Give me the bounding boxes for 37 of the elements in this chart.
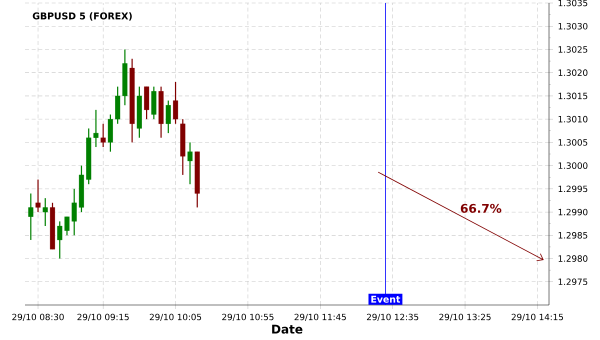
candlestick [173,81,178,124]
candlestick [64,216,70,236]
y-tick-label: 1.3010 [558,116,588,122]
y-tick-label: 1.3030 [558,22,588,30]
y-tick-label: 1.2990 [558,208,588,216]
y-tick-label: 1.3020 [558,69,588,76]
x-tick-label: 29/10 12:35 [366,314,418,321]
y-tick-label: 1.3035 [558,0,588,6]
x-tick-label: 29/10 10:05 [150,314,202,321]
candlestick [187,142,193,185]
y-tick-label: 1.3000 [558,162,588,169]
candlestick [42,198,48,227]
y-tick-label: 1.2995 [558,186,588,192]
annotation: 66.7% [460,204,502,213]
y-tick-label: 1.3015 [558,92,588,100]
x-tick-label: 29/10 14:15 [512,314,563,321]
x-tick-label: 29/10 10:55 [222,314,274,321]
candlestick [36,178,41,213]
y-tick-label: 1.2975 [558,278,588,286]
x-tick-label: 29/10 11:45 [294,314,346,321]
y-tick-label: 1.3005 [558,139,588,146]
ref-line-label: Event [371,296,400,303]
x-axis-title: Date [272,324,302,334]
y-tick-label: 1.2980 [558,255,588,262]
candlestick [108,114,113,152]
x-tick-label: 29/10 09:15 [77,314,129,321]
candlestick [144,86,150,120]
y-tick-label: 1.3025 [558,46,588,53]
text: GBPUSD 5 (FOREX) [32,12,132,21]
candlestick [28,192,34,241]
x-tick-label: 29/10 13:25 [439,314,491,321]
x-tick-label: 29/10 08:30 [12,314,64,321]
y-tick-label: 1.2985 [558,232,588,239]
candlestick [151,86,156,120]
candlestick [57,220,62,260]
candlestick [100,123,106,148]
candlestick [166,100,171,134]
